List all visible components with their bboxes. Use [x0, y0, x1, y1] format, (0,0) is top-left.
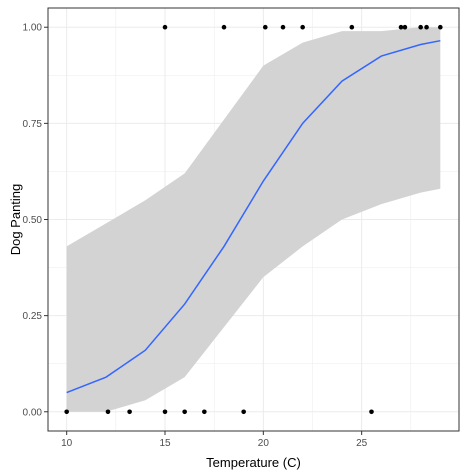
data-point: [202, 409, 207, 415]
x-tick-label: 15: [159, 438, 171, 449]
data-point: [182, 409, 187, 415]
x-tick-label: 10: [61, 438, 73, 449]
data-point: [438, 24, 443, 30]
x-axis-ticks: 10 15 20 25: [61, 431, 368, 449]
data-point: [349, 24, 355, 30]
data-point: [398, 24, 404, 30]
y-tick-label: 0.00: [23, 407, 43, 418]
x-axis-title: Temperature (C): [206, 455, 301, 470]
data-point: [64, 409, 69, 415]
data-point: [105, 409, 111, 415]
data-point: [221, 24, 227, 30]
data-point: [127, 409, 132, 415]
x-tick-label: 20: [258, 438, 270, 449]
data-point: [162, 24, 168, 30]
data-point: [402, 24, 408, 30]
data-points: [64, 24, 443, 415]
y-tick-label: 0.75: [23, 119, 43, 130]
data-point: [241, 409, 246, 415]
confidence-band: [66, 27, 441, 412]
y-axis-title: Dog Panting: [8, 184, 23, 256]
data-point: [300, 24, 305, 30]
data-point: [369, 409, 374, 415]
data-point: [424, 24, 429, 30]
data-point: [418, 24, 423, 30]
y-axis-ticks: 0.00 0.25 0.50 0.75 1.00: [23, 23, 48, 418]
data-point: [162, 409, 168, 415]
data-point: [262, 24, 268, 30]
y-tick-label: 1.00: [23, 23, 43, 34]
fit-line: [66, 39, 441, 394]
x-tick-label: 25: [356, 438, 368, 449]
data-point: [280, 24, 286, 30]
y-tick-label: 0.50: [23, 215, 43, 226]
y-tick-label: 0.25: [23, 311, 43, 322]
